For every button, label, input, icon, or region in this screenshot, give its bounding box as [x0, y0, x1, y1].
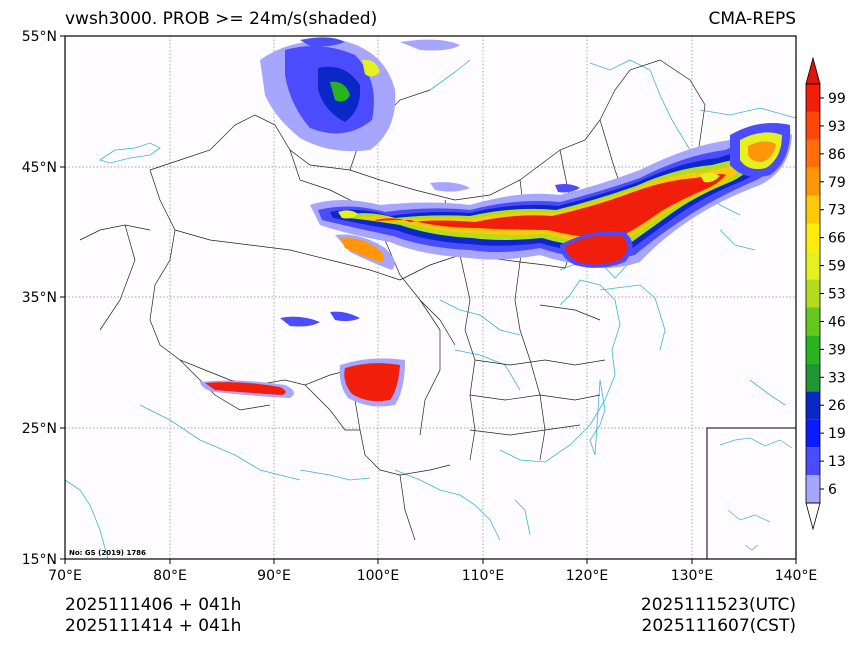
valid-time-cst: 2025111607(CST) — [641, 616, 796, 636]
lon-label: 120°E — [566, 568, 609, 584]
map-background — [65, 36, 796, 559]
colorbar-label: 39 — [828, 342, 846, 358]
colorbar-label: 86 — [828, 147, 846, 163]
colorbar-label: 33 — [828, 370, 846, 386]
lat-label: 35°N — [22, 290, 57, 306]
lon-label: 80°E — [153, 568, 187, 584]
map-approval-note: No: GS (2019) 1786 — [69, 549, 146, 557]
colorbar-cell — [806, 335, 820, 364]
colorbar-label: 26 — [828, 398, 846, 414]
colorbar-cell — [806, 307, 820, 336]
colorbar-cell — [806, 167, 820, 196]
valid-time-utc: 2025111523(UTC) — [640, 595, 796, 615]
lon-label: 140°E — [775, 568, 818, 584]
lat-label: 15°N — [22, 552, 57, 568]
colorbar-top-extend — [805, 56, 821, 85]
colorbar-cell — [806, 251, 820, 280]
colorbar-cell — [806, 139, 820, 168]
lon-label: 130°E — [671, 568, 714, 584]
colorbar-cell — [806, 419, 820, 448]
colorbar-label: 79 — [828, 175, 846, 191]
probability-shading — [200, 37, 792, 407]
colorbar-label: 93 — [828, 119, 846, 135]
colorbar-label: 53 — [828, 287, 846, 303]
colorbar-cell — [806, 391, 820, 420]
colorbar-cell — [806, 195, 820, 224]
lon-axis: 70°E 80°E 90°E 100°E 110°E 120°E 130°E 1… — [48, 559, 817, 584]
colorbar-cell — [806, 363, 820, 392]
lon-label: 100°E — [357, 568, 400, 584]
colorbar-label: 73 — [828, 203, 846, 219]
map-title: vwsh3000. PROB >= 24m/s(shaded) — [65, 9, 378, 29]
colorbar-bottom-extend — [805, 502, 821, 531]
colorbar: 99 93 86 79 73 66 59 53 46 39 33 26 19 13 6 — [805, 56, 846, 531]
inset-coastlines — [719, 437, 793, 551]
lon-label: 70°E — [48, 568, 82, 584]
lat-axis: 55°N 45°N 35°N 25°N 15°N — [22, 29, 65, 568]
south-china-sea-inset — [706, 427, 796, 559]
lon-label: 110°E — [462, 568, 505, 584]
colorbar-cell — [806, 475, 820, 503]
lat-label: 55°N — [22, 29, 57, 45]
init-time-utc: 2025111406 + 041h — [65, 595, 242, 615]
colorbar-label: 13 — [828, 454, 846, 470]
colorbar-label: 59 — [828, 259, 846, 275]
colorbar-label: 19 — [828, 426, 846, 442]
init-time-cst: 2025111414 + 041h — [65, 616, 242, 636]
lon-label: 90°E — [257, 568, 291, 584]
colorbar-label: 66 — [828, 231, 846, 247]
colorbar-label: 46 — [828, 314, 846, 330]
lat-label: 25°N — [22, 421, 57, 437]
colorbar-cell — [806, 84, 820, 112]
coastlines — [65, 59, 796, 559]
lat-label: 45°N — [22, 160, 57, 176]
colorbar-cell — [806, 223, 820, 252]
model-name: CMA-REPS — [708, 9, 796, 29]
colorbar-label: 99 — [828, 91, 846, 107]
colorbar-label: 6 — [828, 482, 837, 498]
colorbar-cell — [806, 447, 820, 476]
colorbar-cell — [806, 111, 820, 140]
colorbar-cell — [806, 279, 820, 308]
